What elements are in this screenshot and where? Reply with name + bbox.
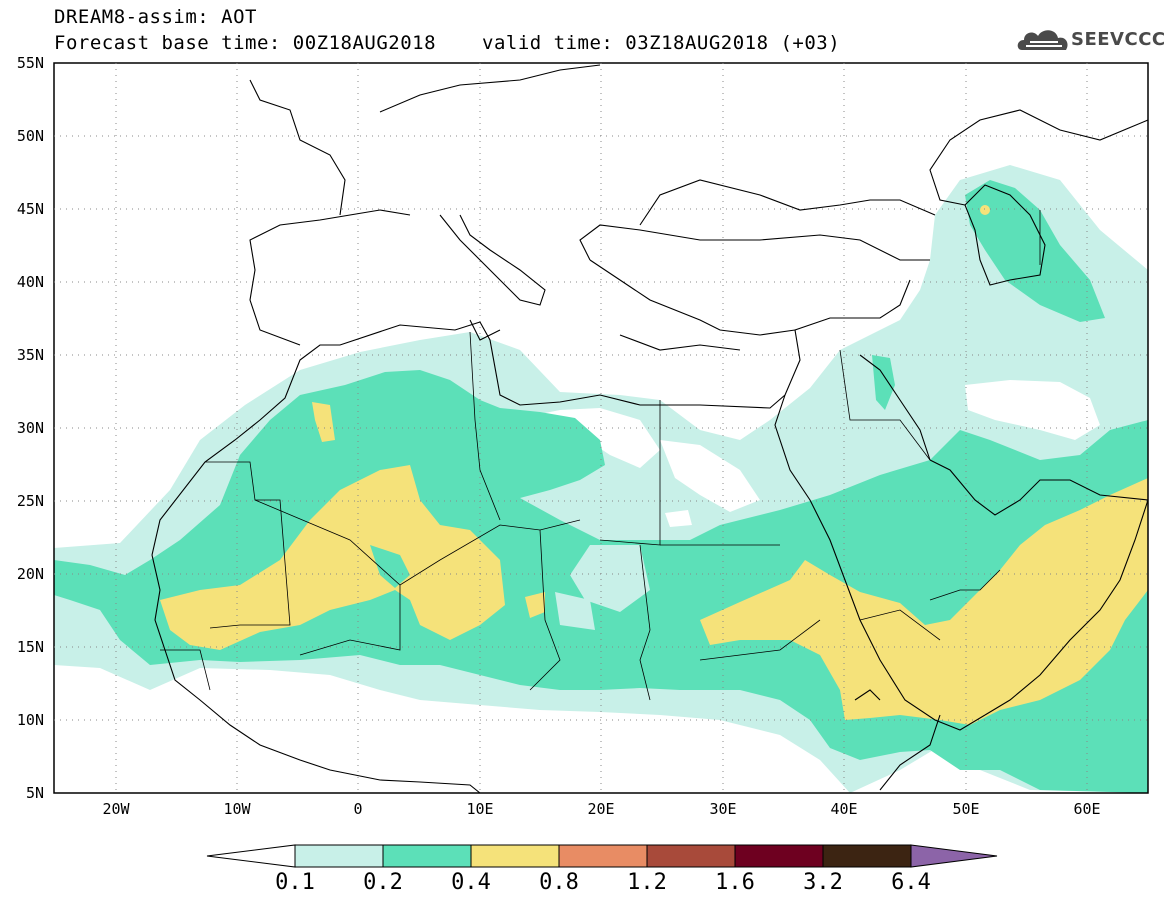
colorbar-high-arrow — [910, 844, 998, 868]
valid-time: valid time: 03Z18AUG2018 (+03) — [482, 32, 841, 54]
lon-tick-40e: 40E — [830, 800, 858, 818]
lon-tick-60e: 60E — [1073, 800, 1101, 818]
cloud-logo-icon — [1017, 30, 1068, 50]
aot-field — [54, 165, 1148, 793]
lon-tick-10e: 10E — [466, 800, 494, 818]
lat-tick-35n: 35N — [16, 346, 44, 364]
lon-tick-30e: 30E — [709, 800, 737, 818]
lat-tick-50n: 50N — [16, 127, 44, 145]
lon-tick-20e: 20E — [587, 800, 615, 818]
colorbar-label: 3.2 — [803, 870, 843, 895]
colorbar-label: 1.6 — [715, 870, 755, 895]
lat-tick-30n: 30N — [16, 419, 44, 437]
forecast-base-time: Forecast base time: 00Z18AUG2018 — [54, 32, 437, 54]
lat-tick-55n: 55N — [16, 54, 44, 72]
colorbar-label: 0.2 — [363, 870, 403, 895]
lat-tick-10n: 10N — [16, 711, 44, 729]
map-frame — [53, 62, 1149, 794]
colorbar-label: 1.2 — [627, 870, 667, 895]
lon-tick-50e: 50E — [952, 800, 980, 818]
lat-tick-5n: 5N — [25, 784, 44, 802]
colorbar — [206, 844, 998, 868]
lon-tick-0: 0 — [353, 800, 363, 818]
borders — [160, 210, 1041, 701]
coastlines — [151, 64, 1148, 793]
colorbar-label: 0.4 — [451, 870, 491, 895]
lat-tick-15n: 15N — [16, 638, 44, 656]
colorbar-label: 6.4 — [891, 870, 931, 895]
lon-tick-20w: 20W — [102, 800, 130, 818]
lat-tick-20n: 20N — [16, 565, 44, 583]
colorbar-label: 0.1 — [275, 870, 315, 895]
aot-band-0.4 — [160, 465, 505, 650]
colorbar-label: 0.8 — [539, 870, 579, 895]
lat-tick-40n: 40N — [16, 273, 44, 291]
colorbar-low-arrow — [206, 844, 296, 868]
logo-text: SEEVCCC — [1071, 29, 1165, 50]
lat-tick-25n: 25N — [16, 492, 44, 510]
lon-tick-10w: 10W — [223, 800, 251, 818]
lat-tick-45n: 45N — [16, 200, 44, 218]
map-title: DREAM8-assim: AOT — [54, 6, 257, 28]
